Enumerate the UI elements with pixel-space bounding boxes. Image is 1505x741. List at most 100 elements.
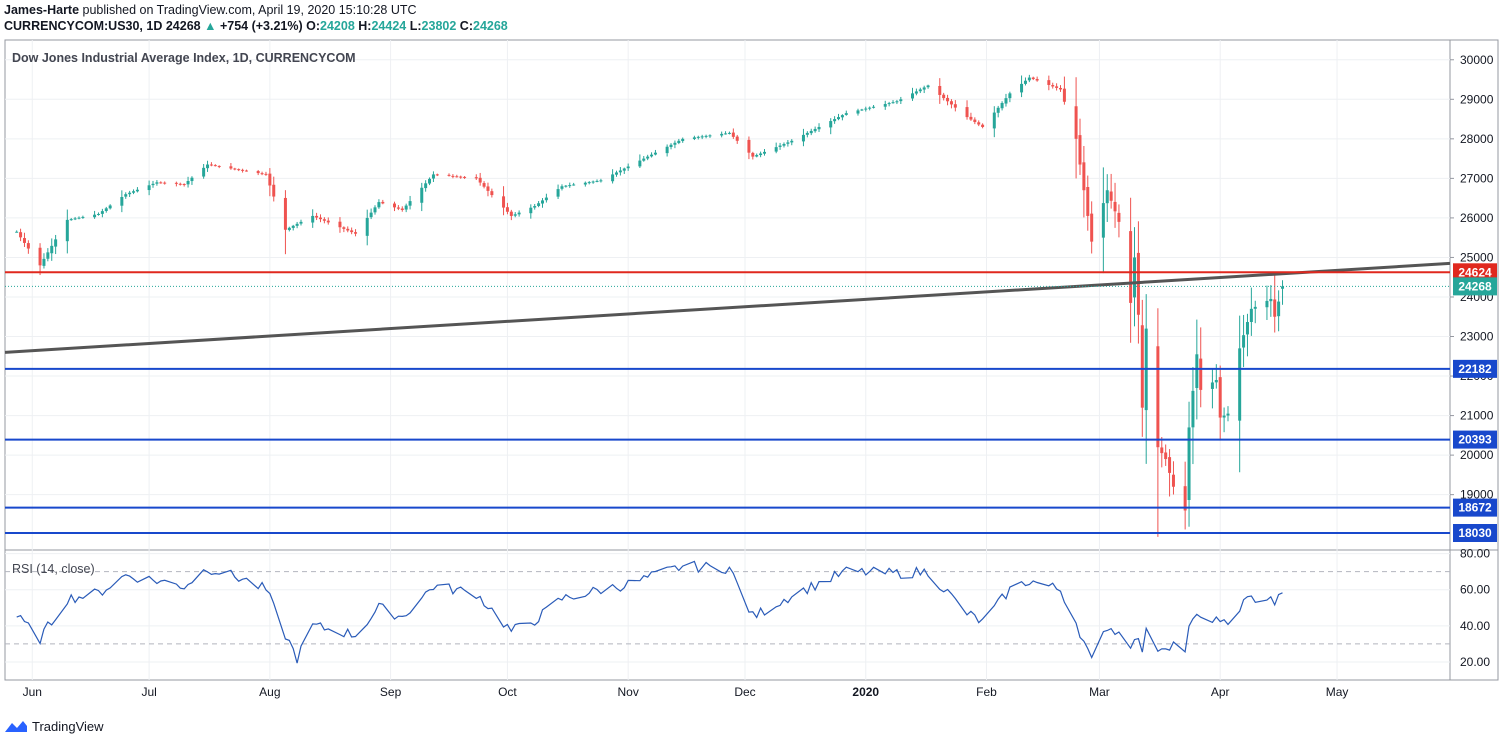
candle-body bbox=[463, 176, 467, 178]
candle-body bbox=[373, 207, 377, 213]
chart-title: Dow Jones Industrial Average Index, 1D, … bbox=[12, 51, 356, 65]
trend-line[interactable] bbox=[4, 261, 1451, 354]
candle-body bbox=[77, 217, 81, 219]
candle-body bbox=[887, 103, 891, 105]
candle-body bbox=[1191, 390, 1195, 428]
footer-brand[interactable]: TradingView bbox=[32, 718, 104, 734]
candle-body bbox=[700, 136, 704, 138]
candle-body bbox=[840, 115, 844, 118]
y-tick-label: 21000 bbox=[1460, 409, 1494, 423]
candle-body bbox=[965, 107, 969, 118]
candle-body bbox=[428, 178, 432, 184]
candle-body bbox=[315, 215, 319, 218]
candle-body bbox=[568, 185, 572, 187]
candle-body bbox=[299, 221, 303, 224]
candle-body bbox=[124, 194, 128, 197]
candle-body bbox=[704, 135, 708, 137]
candle-body bbox=[790, 140, 794, 143]
candle-body bbox=[54, 239, 58, 247]
candle-body bbox=[809, 130, 813, 134]
candle-body bbox=[217, 165, 221, 167]
candle-body bbox=[969, 116, 973, 120]
candle-body bbox=[311, 215, 315, 223]
x-tick-label: May bbox=[1326, 685, 1349, 699]
candle-body bbox=[1187, 427, 1191, 500]
candle-body bbox=[1249, 308, 1253, 322]
candle-body bbox=[763, 151, 767, 154]
candle-body bbox=[537, 203, 541, 206]
candle-body bbox=[544, 197, 548, 201]
candle-body bbox=[1164, 452, 1168, 460]
publish-info: James-Harte published on TradingView.com… bbox=[4, 2, 508, 18]
candle-body bbox=[1253, 306, 1257, 309]
candle-body bbox=[1059, 87, 1063, 90]
candle-body bbox=[272, 184, 276, 197]
x-tick-label: Apr bbox=[1211, 685, 1230, 699]
candle-body bbox=[256, 171, 260, 174]
candle-body bbox=[786, 142, 790, 144]
candle-body bbox=[977, 122, 981, 125]
support-level-badge bbox=[1453, 524, 1497, 542]
candle-body bbox=[69, 219, 73, 221]
candle-body bbox=[1000, 102, 1004, 109]
x-tick-label: Sep bbox=[380, 685, 402, 699]
candle-body bbox=[724, 133, 728, 135]
candle-body bbox=[451, 175, 455, 177]
candle-body bbox=[132, 191, 136, 193]
candle-body bbox=[478, 177, 482, 183]
support-level-badge bbox=[1453, 359, 1497, 378]
candle-body bbox=[813, 128, 817, 132]
x-tick-label: Feb bbox=[976, 685, 997, 699]
chart-header: James-Harte published on TradingView.com… bbox=[4, 2, 508, 34]
candle-body bbox=[1183, 486, 1187, 511]
candle-body bbox=[560, 186, 564, 189]
candle-body bbox=[318, 217, 322, 220]
candle-body bbox=[1047, 80, 1051, 85]
candle-body bbox=[459, 176, 463, 178]
candle-body bbox=[509, 211, 513, 216]
candle-body bbox=[1277, 301, 1281, 317]
candle-body bbox=[922, 87, 926, 90]
rsi-line bbox=[16, 560, 1283, 664]
candle-body bbox=[455, 176, 459, 178]
candle-body bbox=[731, 132, 735, 137]
y-tick-label: 29000 bbox=[1460, 92, 1494, 106]
candle-body bbox=[1168, 457, 1172, 473]
candle-body bbox=[860, 109, 864, 111]
candle-body bbox=[1273, 299, 1277, 317]
candle-body bbox=[895, 101, 899, 103]
candle-body bbox=[447, 174, 451, 176]
candle-body bbox=[244, 170, 248, 172]
candle-body bbox=[1031, 77, 1035, 80]
close-value: 24268 bbox=[473, 19, 508, 33]
candle-body bbox=[996, 107, 1000, 113]
candle-body bbox=[81, 216, 85, 218]
candle-body bbox=[482, 183, 486, 187]
y-tick-label: 30000 bbox=[1460, 53, 1494, 67]
candle-body bbox=[338, 221, 342, 228]
candle-body bbox=[1218, 377, 1222, 418]
candle-body bbox=[15, 231, 19, 233]
candle-body bbox=[778, 145, 782, 147]
candle-body bbox=[992, 112, 996, 129]
candle-body bbox=[1004, 98, 1008, 104]
candle-body bbox=[829, 121, 833, 128]
candle-body bbox=[322, 219, 326, 221]
support-level-label: 18672 bbox=[1458, 501, 1492, 515]
candle-body bbox=[1242, 335, 1246, 348]
candle-body bbox=[782, 143, 786, 146]
candle-body bbox=[365, 217, 369, 236]
candle-body bbox=[206, 164, 210, 169]
symbol-label: CURRENCYCOM:US30, 1D bbox=[4, 19, 163, 33]
candle-body bbox=[490, 191, 494, 196]
author-name[interactable]: James-Harte bbox=[4, 3, 80, 17]
candle-body bbox=[420, 187, 424, 203]
candle-body bbox=[926, 85, 930, 88]
candle-body bbox=[735, 136, 739, 141]
candle-body bbox=[155, 182, 159, 184]
candle-body bbox=[583, 182, 587, 185]
rsi-tick-label: 40.00 bbox=[1460, 619, 1490, 633]
candle-body bbox=[1078, 135, 1082, 165]
candle-body bbox=[435, 174, 439, 176]
